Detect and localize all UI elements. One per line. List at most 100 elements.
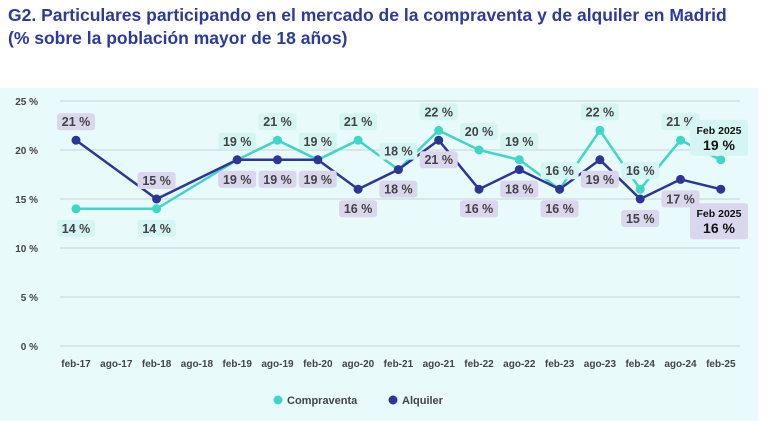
data-label-bg	[621, 162, 660, 180]
title-line-1: G2. Particulares participando en el merc…	[8, 5, 727, 25]
x-tick-label: ago-17	[100, 359, 133, 370]
data-label-bg	[218, 170, 257, 188]
data-label: 19 %	[223, 135, 252, 149]
data-point	[434, 125, 444, 135]
data-point	[474, 145, 484, 155]
annotation-period: Feb 2025	[697, 125, 742, 137]
legend-marker	[388, 395, 398, 405]
annotation-value: 16 %	[703, 220, 735, 236]
x-tick-label: ago-21	[423, 359, 456, 370]
chart-panel	[0, 88, 758, 421]
chart-title: G2. Particulares participando en el merc…	[8, 4, 758, 50]
data-label-bg	[298, 170, 337, 188]
data-label-bg	[57, 219, 95, 237]
data-point	[273, 135, 282, 145]
data-point	[353, 184, 363, 194]
data-point	[434, 135, 444, 145]
x-tick-label: ago-22	[503, 359, 536, 370]
x-tick-label: feb-20	[303, 359, 333, 370]
data-point	[232, 155, 242, 165]
annotation-value: 19 %	[703, 137, 735, 153]
data-point	[152, 194, 162, 204]
data-label: 21 %	[424, 153, 453, 167]
data-label: 19 %	[304, 173, 333, 187]
y-tick-label: 5 %	[21, 293, 38, 304]
y-tick-label: 15 %	[15, 195, 38, 206]
data-point	[676, 135, 685, 145]
x-tick-label: feb-24	[625, 359, 655, 370]
data-label: 19 %	[223, 173, 252, 187]
data-point	[716, 155, 726, 165]
data-point	[514, 155, 524, 165]
x-tick-label: ago-20	[342, 359, 375, 370]
data-point	[152, 204, 162, 214]
data-label: 17 %	[666, 192, 695, 206]
data-label: 14 %	[142, 222, 171, 236]
data-label: 22 %	[424, 105, 453, 119]
data-label-bg	[137, 219, 176, 237]
data-label: 16 %	[545, 202, 574, 216]
x-tick-label: feb-18	[142, 359, 172, 370]
data-label: 21 %	[344, 115, 373, 129]
legend-label: Alquiler	[402, 395, 444, 407]
data-label: 18 %	[505, 183, 534, 197]
data-point	[635, 184, 645, 194]
data-label: 21 %	[263, 115, 292, 129]
x-tick-label: feb-23	[545, 359, 575, 370]
x-tick-label: ago-24	[664, 359, 697, 370]
data-label-bg	[137, 172, 176, 189]
data-label-bg	[500, 132, 539, 150]
legend-label: Compraventa	[287, 395, 358, 407]
data-label: 19 %	[304, 135, 333, 149]
data-point	[474, 184, 484, 194]
data-label: 15 %	[626, 212, 655, 226]
data-point	[676, 174, 685, 184]
data-label: 22 %	[586, 105, 615, 119]
data-label-bg	[580, 103, 619, 121]
data-label: 18 %	[384, 145, 413, 159]
data-label: 16 %	[344, 202, 373, 216]
data-label: 19 %	[263, 173, 292, 187]
data-label-bg	[218, 132, 257, 150]
y-tick-label: 0 %	[21, 342, 38, 353]
data-label-bg	[379, 142, 418, 160]
data-label-bg	[419, 103, 458, 121]
data-point	[353, 135, 363, 145]
data-label: 15 %	[142, 174, 171, 188]
data-label-bg	[339, 200, 378, 218]
data-label-bg	[258, 170, 297, 188]
legend-marker	[273, 395, 283, 405]
data-label-bg	[540, 200, 579, 218]
data-label: 16 %	[626, 164, 655, 178]
data-point	[71, 135, 81, 145]
y-tick-label: 20 %	[15, 146, 38, 157]
y-tick-label: 10 %	[15, 244, 38, 255]
annotation-period: Feb 2025	[697, 208, 742, 220]
data-label-bg	[540, 162, 579, 180]
data-label-bg	[621, 210, 660, 227]
annotation-box	[690, 119, 748, 156]
data-point	[635, 194, 645, 204]
data-label-bg	[460, 200, 498, 218]
data-label-bg	[460, 123, 498, 140]
data-point	[273, 155, 282, 165]
data-point	[313, 155, 323, 165]
data-label-bg	[258, 113, 297, 131]
data-point	[595, 125, 605, 135]
title-line-2: (% sobre la población mayor de 18 años)	[8, 28, 348, 48]
x-tick-label: feb-25	[706, 359, 736, 370]
x-tick-label: feb-19	[222, 359, 252, 370]
y-tick-label: 25 %	[15, 97, 38, 108]
data-label-bg	[661, 190, 700, 208]
data-label-bg	[580, 170, 619, 188]
data-label: 19 %	[586, 173, 615, 187]
x-tick-label: ago-19	[261, 359, 294, 370]
data-label-bg	[379, 180, 418, 198]
data-label: 20 %	[465, 125, 494, 139]
x-tick-label: ago-23	[584, 359, 617, 370]
data-point	[555, 184, 565, 194]
data-label: 16 %	[545, 164, 574, 178]
x-tick-label: ago-18	[181, 359, 214, 370]
x-tick-label: feb-21	[384, 359, 414, 370]
x-tick-label: feb-17	[61, 359, 91, 370]
